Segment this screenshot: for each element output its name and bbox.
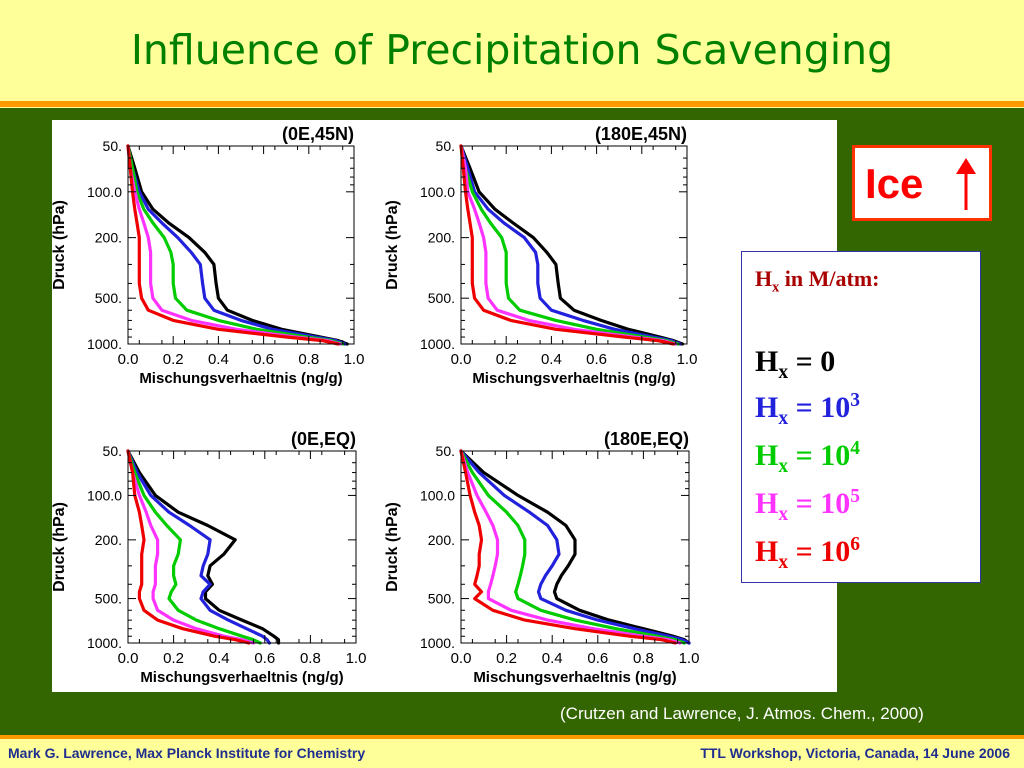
y-tick-label: 100.0 <box>87 184 122 200</box>
x-axis-label: Mischungsverhaeltnis (ng/g) <box>139 370 342 387</box>
slide-title: Influence of Precipitation Scavenging <box>0 26 1024 74</box>
x-tick-label: 0.6 <box>586 351 607 368</box>
x-axis-label: Mischungsverhaeltnis (ng/g) <box>140 669 343 686</box>
x-tick-label: 0.8 <box>633 650 654 667</box>
x-tick-label: 0.4 <box>208 351 229 368</box>
y-tick-label: 200. <box>428 532 455 548</box>
y-tick-label: 50. <box>103 138 122 154</box>
x-tick-label: 0.8 <box>631 351 652 368</box>
y-tick-label: 1000. <box>420 336 455 352</box>
footer-event: TTL Workshop, Victoria, Canada, 14 June … <box>700 745 1010 761</box>
x-tick-label: 1.0 <box>677 351 698 368</box>
x-tick-label: 1.0 <box>679 650 700 667</box>
x-tick-label: 0.6 <box>253 351 274 368</box>
y-axis-label: Druck (hPa) <box>52 200 68 290</box>
y-tick-label: 1000. <box>87 635 122 651</box>
x-tick-label: 0.2 <box>163 351 184 368</box>
y-tick-label: 1000. <box>87 336 122 352</box>
footer-author: Mark G. Lawrence, Max Planck Institute f… <box>8 745 365 761</box>
x-tick-label: 0.4 <box>542 650 563 667</box>
y-tick-label: 500. <box>428 290 455 306</box>
legend-header: Hx in M/atm: <box>755 266 879 296</box>
ice-indicator: Ice <box>852 145 992 221</box>
y-tick-label: 100.0 <box>87 487 122 503</box>
x-tick-label: 0.6 <box>587 650 608 667</box>
panel-title: (0E,45N) <box>282 124 354 144</box>
x-tick-label: 0.0 <box>451 351 472 368</box>
y-tick-label: 50. <box>436 138 455 154</box>
x-tick-label: 0.0 <box>451 650 472 667</box>
x-tick-label: 0.4 <box>541 351 562 368</box>
x-axis-label: Mischungsverhaeltnis (ng/g) <box>473 669 676 686</box>
x-axis-label: Mischungsverhaeltnis (ng/g) <box>472 370 675 387</box>
up-arrow-icon <box>953 158 979 212</box>
panel-title: (180E,45N) <box>595 124 687 144</box>
legend-entry-h4: Hx = 104 <box>755 438 860 478</box>
y-tick-label: 500. <box>95 290 122 306</box>
x-tick-label: 0.4 <box>209 650 230 667</box>
citation: (Crutzen and Lawrence, J. Atmos. Chem., … <box>560 704 924 724</box>
legend-entry-h5: Hx = 105 <box>755 486 860 526</box>
y-tick-label: 200. <box>95 532 122 548</box>
x-tick-label: 1.0 <box>344 351 365 368</box>
ice-label: Ice <box>865 160 923 208</box>
chart-panel: 50. 100.0 200. 500. 1000. 0.0 0.2 0.4 0.6 0.8 1.0(… <box>52 120 837 692</box>
x-tick-label: 0.8 <box>300 650 321 667</box>
y-axis-label: Druck (hPa) <box>384 502 401 592</box>
y-tick-label: 200. <box>428 230 455 246</box>
legend-entry-h0: Hx = 0 <box>755 344 835 384</box>
x-tick-label: 0.0 <box>118 351 139 368</box>
x-tick-label: 0.8 <box>298 351 319 368</box>
y-tick-label: 50. <box>103 443 122 459</box>
x-tick-label: 0.2 <box>496 351 517 368</box>
legend-entry-h3: Hx = 103 <box>755 390 860 430</box>
y-tick-label: 100.0 <box>420 487 455 503</box>
y-tick-label: 200. <box>95 230 122 246</box>
legend-entry-h6: Hx = 106 <box>755 534 860 574</box>
x-tick-label: 0.6 <box>254 650 275 667</box>
y-tick-label: 50. <box>436 443 455 459</box>
panel-title: (0E,EQ) <box>291 429 356 449</box>
x-tick-label: 1.0 <box>346 650 367 667</box>
y-tick-label: 500. <box>428 591 455 607</box>
y-tick-label: 100.0 <box>420 184 455 200</box>
panel-title: (180E,EQ) <box>604 429 689 449</box>
y-tick-label: 500. <box>95 591 122 607</box>
y-axis-label: Druck (hPa) <box>384 200 401 290</box>
x-tick-label: 0.0 <box>118 650 139 667</box>
y-axis-label: Druck (hPa) <box>52 502 68 592</box>
profile-line-5 <box>128 146 338 344</box>
legend-box: Hx in M/atm: Hx = 0 Hx = 103 Hx = 104 Hx… <box>741 251 981 583</box>
x-tick-label: 0.2 <box>163 650 184 667</box>
title-accent-line <box>0 101 1024 107</box>
y-tick-label: 1000. <box>420 635 455 651</box>
x-tick-label: 0.2 <box>496 650 517 667</box>
